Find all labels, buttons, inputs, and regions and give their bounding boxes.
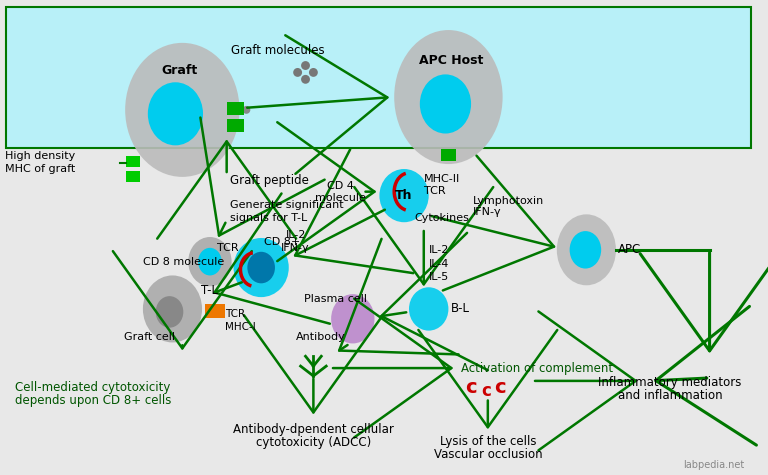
Text: IL-5: IL-5: [429, 273, 449, 283]
Text: MHC-I: MHC-I: [225, 322, 256, 332]
Text: IFN-γ: IFN-γ: [473, 208, 502, 218]
Bar: [227, 119, 244, 132]
Ellipse shape: [394, 30, 502, 164]
Text: c: c: [481, 382, 491, 400]
Text: Antibody: Antibody: [296, 332, 345, 342]
Ellipse shape: [243, 106, 250, 114]
Text: Antibody-dpendent cellular: Antibody-dpendent cellular: [233, 423, 394, 436]
Text: B-L: B-L: [450, 303, 469, 315]
Text: cytotoxicity (ADCC): cytotoxicity (ADCC): [256, 437, 371, 449]
Text: CD 4: CD 4: [326, 181, 353, 191]
Text: Graft peptide: Graft peptide: [230, 174, 309, 187]
Text: molecule: molecule: [315, 192, 366, 202]
Text: Lysis of the cells: Lysis of the cells: [439, 436, 536, 448]
Text: Cell-mediated cytotoxicity: Cell-mediated cytotoxicity: [15, 381, 170, 394]
Bar: [205, 304, 225, 318]
Text: IL-2: IL-2: [429, 245, 449, 255]
Ellipse shape: [409, 287, 449, 331]
Text: Vascular occlusion: Vascular occlusion: [433, 448, 542, 461]
Text: APC Host: APC Host: [419, 54, 484, 67]
Text: c: c: [494, 378, 505, 397]
Text: T-L: T-L: [201, 284, 218, 297]
Ellipse shape: [331, 294, 375, 343]
Ellipse shape: [570, 231, 601, 268]
Text: labpedia.net: labpedia.net: [683, 460, 744, 470]
Text: IL-2: IL-2: [286, 230, 306, 240]
Ellipse shape: [293, 68, 302, 77]
Bar: [126, 171, 140, 182]
Text: CD 8+: CD 8+: [264, 237, 300, 247]
Ellipse shape: [301, 61, 310, 70]
Ellipse shape: [420, 75, 471, 133]
Text: CD 8 molecule: CD 8 molecule: [143, 256, 224, 266]
Text: Cytokines: Cytokines: [414, 213, 468, 223]
Ellipse shape: [156, 296, 184, 328]
Text: depends upon CD 8+ cells: depends upon CD 8+ cells: [15, 394, 171, 407]
Text: Graft: Graft: [161, 64, 197, 77]
Text: MHC-II: MHC-II: [424, 174, 460, 184]
Text: c: c: [465, 378, 477, 397]
Text: Graft molecules: Graft molecules: [231, 44, 325, 57]
Text: TCR: TCR: [424, 186, 445, 196]
Text: Graft cell: Graft cell: [124, 332, 175, 342]
Text: IFN-γ: IFN-γ: [281, 243, 310, 253]
Text: Inflammatory mediators: Inflammatory mediators: [598, 376, 742, 390]
Text: Th: Th: [396, 189, 413, 202]
Text: Plasma cell: Plasma cell: [303, 294, 366, 304]
Text: signals for T-L: signals for T-L: [230, 213, 307, 223]
Bar: [6, 7, 751, 148]
Text: APC: APC: [618, 243, 641, 256]
Bar: [441, 149, 456, 161]
Ellipse shape: [557, 214, 616, 285]
Ellipse shape: [247, 252, 275, 283]
Text: High density: High density: [5, 151, 75, 161]
Ellipse shape: [301, 75, 310, 84]
Ellipse shape: [309, 68, 318, 77]
Ellipse shape: [147, 82, 203, 145]
Ellipse shape: [188, 237, 232, 286]
Ellipse shape: [198, 248, 222, 276]
Text: IL-4: IL-4: [429, 258, 449, 269]
Ellipse shape: [125, 43, 240, 177]
Ellipse shape: [233, 238, 289, 297]
Text: TCR: TCR: [225, 309, 245, 319]
Text: Activation of complement: Activation of complement: [462, 361, 614, 375]
Ellipse shape: [143, 276, 202, 342]
Bar: [126, 156, 140, 167]
Bar: [227, 102, 244, 115]
Ellipse shape: [379, 169, 429, 222]
Text: Generate significant: Generate significant: [230, 200, 343, 210]
Text: TCR: TCR: [217, 243, 238, 253]
Text: MHC of graft: MHC of graft: [5, 164, 75, 174]
Text: and inflammation: and inflammation: [617, 389, 723, 402]
Text: Lymphotoxin: Lymphotoxin: [473, 196, 545, 206]
